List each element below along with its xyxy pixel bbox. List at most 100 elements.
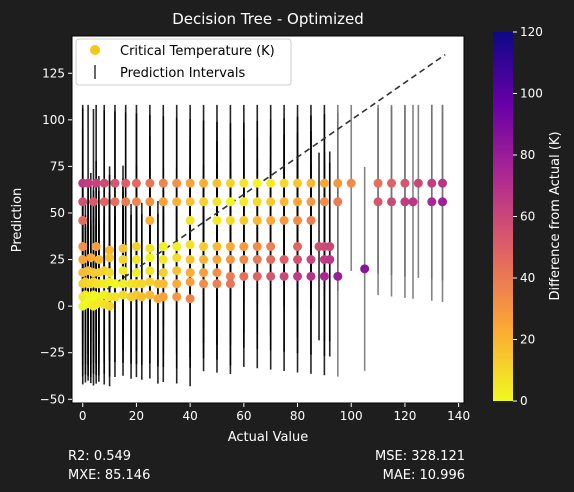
colorbar [493, 32, 513, 401]
data-point [185, 240, 195, 250]
data-point [319, 271, 329, 281]
data-point [185, 215, 195, 225]
scatter-points [78, 178, 448, 311]
reference-line [82, 53, 446, 307]
data-point [121, 197, 131, 207]
data-point [185, 294, 195, 304]
y-tick-label: 125 [42, 66, 65, 80]
legend-entry-points: Critical Temperature (K) [120, 44, 275, 59]
data-point [293, 197, 303, 207]
data-point [145, 215, 155, 225]
data-point [199, 255, 209, 265]
data-point [400, 178, 410, 188]
data-point [239, 215, 249, 225]
y-tick-label: −50 [40, 392, 65, 406]
data-point [145, 277, 155, 287]
colorbar-tick-label: 40 [520, 271, 535, 285]
data-point [279, 255, 289, 265]
data-point [333, 178, 343, 188]
data-point [91, 178, 101, 188]
data-point [279, 178, 289, 188]
data-point [131, 178, 141, 188]
data-point [438, 197, 448, 207]
data-point [158, 255, 168, 265]
plot-frame [71, 35, 465, 404]
data-point [225, 197, 235, 207]
data-point [172, 178, 182, 188]
data-point [225, 279, 235, 289]
data-point [373, 178, 383, 188]
data-point [306, 197, 316, 207]
colorbar-tick-label: 80 [520, 148, 535, 162]
data-point [266, 197, 276, 207]
data-point [212, 242, 222, 252]
y-tick-label: 50 [50, 206, 65, 220]
data-point [118, 255, 128, 265]
data-point [158, 197, 168, 207]
data-point [105, 253, 115, 263]
y-tick-label: 0 [57, 299, 65, 313]
data-point [279, 197, 289, 207]
data-point [225, 255, 235, 265]
data-point [400, 197, 410, 207]
data-point [131, 268, 141, 278]
data-point [118, 243, 128, 253]
colorbar-tick-label: 120 [520, 25, 543, 39]
y-tick-label: 75 [50, 159, 65, 173]
data-point [239, 255, 249, 265]
data-point [199, 279, 209, 289]
data-point [212, 255, 222, 265]
data-point [333, 197, 343, 207]
data-point [373, 197, 383, 207]
x-tick-label: 80 [290, 409, 305, 423]
data-point [137, 292, 147, 302]
data-point [158, 178, 168, 188]
data-point [158, 268, 168, 278]
stat-mxe: MXE: 85.146 [68, 468, 150, 483]
data-point [105, 268, 115, 278]
data-point [172, 279, 182, 289]
data-point [413, 178, 423, 188]
data-point [427, 197, 437, 207]
data-point [239, 197, 249, 207]
y-axis-ticks: −50 −25 0 25 50 75 100 125 [40, 66, 72, 406]
data-point [158, 292, 168, 302]
data-point [185, 255, 195, 265]
data-point [239, 271, 249, 281]
data-point [110, 279, 120, 289]
data-point [325, 255, 335, 265]
data-point [131, 197, 141, 207]
data-point [131, 255, 141, 265]
y-tick-label: 100 [42, 113, 65, 127]
x-tick-label: 120 [393, 409, 416, 423]
data-point [387, 178, 397, 188]
data-point [145, 243, 155, 253]
data-point [408, 197, 418, 207]
x-tick-label: 100 [340, 409, 363, 423]
data-point [145, 178, 155, 188]
x-axis-ticks: 0 20 40 60 80 100 120 140 [79, 403, 470, 423]
data-point [185, 277, 195, 287]
data-point [78, 215, 88, 225]
x-tick-label: 40 [182, 409, 197, 423]
data-point [212, 268, 222, 278]
data-point [252, 197, 262, 207]
data-point [279, 215, 289, 225]
data-point [225, 178, 235, 188]
x-tick-label: 140 [447, 409, 470, 423]
chart-title: Decision Tree - Optimized [172, 10, 364, 28]
data-point [78, 255, 88, 265]
data-point [158, 242, 168, 252]
legend-box [75, 38, 292, 86]
data-point [239, 178, 249, 188]
colorbar-ticks: 0 20 40 60 80 100 120 [513, 25, 543, 408]
data-point [172, 242, 182, 252]
data-point [225, 215, 235, 225]
x-tick-label: 20 [129, 409, 144, 423]
x-tick-label: 0 [79, 409, 87, 423]
data-point [252, 178, 262, 188]
y-axis-label: Prediction [10, 188, 25, 253]
data-point [360, 264, 370, 274]
data-point [319, 197, 329, 207]
legend-entry-intervals: Prediction Intervals [120, 66, 245, 81]
